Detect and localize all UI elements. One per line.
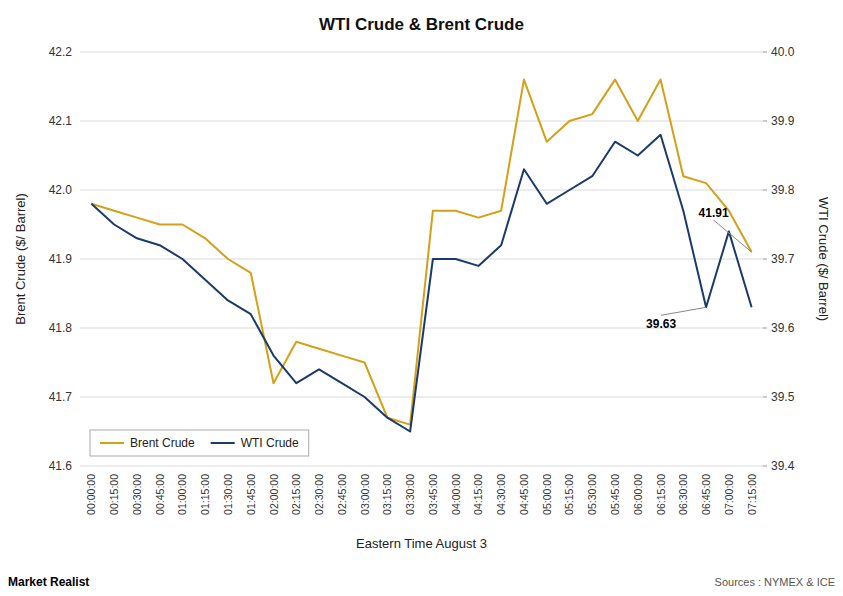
x-tick-label: 05:15:00 <box>563 474 575 515</box>
watermark: Market Realist <box>8 575 89 589</box>
x-tick-label: 06:30:00 <box>677 474 689 515</box>
grid-line <box>80 190 763 191</box>
annotation: 41.91 <box>699 206 729 220</box>
legend-swatch <box>100 442 124 444</box>
y2-tick-label: 39.7 <box>771 252 795 266</box>
x-tick-label: 02:30:00 <box>313 474 325 515</box>
x-tick-label: 04:00:00 <box>450 474 462 515</box>
x-tick-label: 01:15:00 <box>199 474 211 515</box>
x-tick-label: 05:30:00 <box>586 474 598 515</box>
series-line <box>91 135 751 432</box>
y2-tick-label: 39.8 <box>771 183 795 197</box>
y2-tick <box>763 328 767 329</box>
x-tick-label: 06:15:00 <box>655 474 667 515</box>
x-tick-label: 03:45:00 <box>427 474 439 515</box>
legend-swatch <box>211 442 235 444</box>
x-tick-label: 04:15:00 <box>472 474 484 515</box>
y-axis-label: Brent Crude ($/ Barrel) <box>13 193 28 325</box>
annotations: 41.91 39.63 <box>646 206 752 331</box>
x-tick-label: 07:00:00 <box>723 474 735 515</box>
x-tick-label: 04:30:00 <box>495 474 507 515</box>
x-tick-label: 01:30:00 <box>222 474 234 515</box>
grid-line <box>80 52 763 53</box>
y2-tick <box>763 121 767 122</box>
x-tick-label: 05:00:00 <box>541 474 553 515</box>
y2-tick-label: 39.9 <box>771 114 795 128</box>
y2-tick-label: 39.4 <box>771 459 795 473</box>
x-tick-label: 02:15:00 <box>290 474 302 515</box>
x-tick-label: 04:45:00 <box>518 474 530 515</box>
x-tick-label: 00:45:00 <box>154 474 166 515</box>
x-axis-label: Eastern Time August 3 <box>356 536 487 551</box>
grid-line <box>80 397 763 398</box>
y-tick-label: 41.8 <box>49 321 73 335</box>
legend-entry: Brent Crude <box>130 436 195 450</box>
y2-tick <box>763 190 767 191</box>
y2-tick <box>763 397 767 398</box>
x-tick-label: 02:00:00 <box>268 474 280 515</box>
background <box>0 0 843 596</box>
y-tick-label: 41.7 <box>49 390 73 404</box>
grid <box>80 52 763 466</box>
y-tick-label: 42.0 <box>49 183 73 197</box>
x-tick-label: 00:15:00 <box>108 474 120 515</box>
legend-entry: WTI Crude <box>241 436 299 450</box>
y2-tick <box>763 259 767 260</box>
legend-frame <box>90 430 309 456</box>
x-tick-label: 03:30:00 <box>404 474 416 515</box>
x-tick-label: 00:30:00 <box>131 474 143 515</box>
annotation-leader <box>714 220 752 252</box>
plot-area <box>91 80 751 432</box>
y2-tick-label: 40.0 <box>771 45 795 59</box>
series-line <box>91 80 751 425</box>
y2-tick <box>763 466 767 467</box>
y-tick-label: 41.9 <box>49 252 73 266</box>
y2-tick-label: 39.6 <box>771 321 795 335</box>
annotation-leader <box>661 307 706 315</box>
x-tick-label: 01:00:00 <box>176 474 188 515</box>
y2-tick-label: 39.5 <box>771 390 795 404</box>
grid-line <box>80 121 763 122</box>
annotation: 39.63 <box>646 317 676 331</box>
y2-axis-label: WTI Crude ($/ Barrel) <box>816 197 831 321</box>
x-tick-label: 06:00:00 <box>632 474 644 515</box>
x-tick-label: 03:00:00 <box>359 474 371 515</box>
x-tick-label: 06:45:00 <box>700 474 712 515</box>
x-tick-label: 05:45:00 <box>609 474 621 515</box>
y-tick-label: 42.1 <box>49 114 73 128</box>
chart: 41.6 41.7 41.8 41.9 42.0 42.1 42.2 39.4 39.5 39.6… <box>0 0 843 596</box>
axes: 41.6 41.7 41.8 41.9 42.0 42.1 42.2 39.4 39.5 39.6… <box>49 45 795 515</box>
legend: Brent Crude WTI Crude <box>90 430 309 456</box>
source: Sources : NYMEX & ICE <box>715 576 835 588</box>
x-tick-label: 07:15:00 <box>746 474 758 515</box>
y-tick-label: 41.6 <box>49 459 73 473</box>
y-tick-label: 42.2 <box>49 45 73 59</box>
title: WTI Crude & Brent Crude <box>319 15 524 34</box>
x-tick-label: 01:45:00 <box>245 474 257 515</box>
x-tick-label: 02:45:00 <box>336 474 348 515</box>
grid-line <box>80 466 763 467</box>
y2-tick <box>763 52 767 53</box>
x-tick-label: 03:15:00 <box>381 474 393 515</box>
x-tick-label: 00:00:00 <box>85 474 97 515</box>
